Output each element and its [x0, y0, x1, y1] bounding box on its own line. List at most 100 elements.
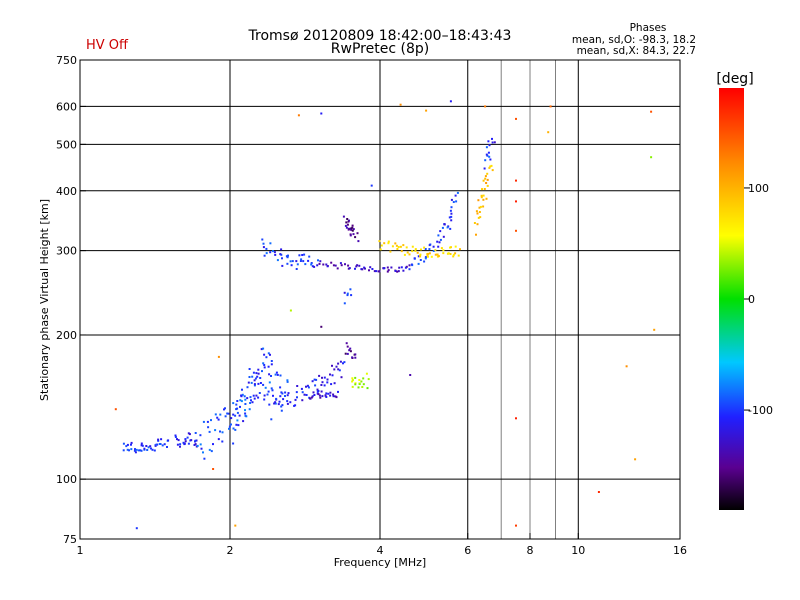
phase-point — [480, 194, 483, 197]
phase-point — [228, 427, 230, 430]
phase-point — [298, 254, 301, 257]
phase-point — [487, 140, 490, 143]
phase-point — [255, 394, 258, 397]
phase-point — [354, 382, 357, 385]
colorbar-label: [deg] — [716, 71, 753, 87]
phase-point — [442, 235, 445, 238]
phase-point — [358, 379, 361, 381]
colorbar-gradient — [719, 88, 744, 510]
phase-point — [263, 398, 266, 401]
phase-point — [449, 100, 452, 103]
phase-point — [481, 188, 483, 191]
y-tick-label: 750 — [56, 54, 77, 67]
phase-point — [477, 216, 480, 219]
phase-point — [452, 253, 455, 256]
phase-point — [303, 393, 306, 396]
phase-point — [625, 365, 628, 368]
phase-point — [271, 389, 274, 392]
phase-point — [314, 384, 317, 387]
phase-point — [249, 396, 252, 399]
phase-point — [326, 381, 329, 384]
phase-point — [219, 413, 222, 416]
phase-point — [489, 158, 492, 161]
phase-point — [270, 363, 273, 366]
phase-point — [441, 226, 444, 229]
phase-point — [252, 371, 255, 374]
phase-point — [313, 378, 316, 381]
phase-point — [296, 263, 299, 266]
phase-point — [484, 105, 487, 108]
phase-point — [335, 365, 338, 368]
phase-point — [234, 414, 237, 417]
phase-point — [356, 264, 359, 267]
phase-point — [488, 155, 491, 158]
phase-point — [634, 458, 637, 461]
phase-point — [350, 228, 353, 231]
phase-point — [360, 268, 363, 271]
phase-point — [149, 445, 152, 448]
phase-point — [419, 255, 422, 258]
phase-point — [360, 380, 363, 383]
phase-point — [137, 449, 140, 452]
stats-x: mean, sd,X: 84.3, 22.7 — [577, 45, 696, 57]
phase-point — [399, 245, 402, 248]
phase-point — [483, 167, 486, 170]
phase-point — [262, 347, 265, 350]
phase-point — [135, 448, 138, 451]
phase-point — [193, 444, 196, 446]
phase-point — [456, 191, 459, 194]
phase-point — [432, 250, 435, 252]
phase-point — [251, 375, 254, 378]
phase-point — [650, 110, 653, 113]
phase-point — [273, 251, 276, 254]
phase-point — [212, 443, 214, 446]
colorbar-tick-label: -100 — [748, 404, 773, 417]
phase-point — [342, 362, 344, 365]
phase-point — [343, 361, 346, 364]
phase-point — [253, 379, 256, 382]
phase-point — [161, 444, 164, 447]
phase-point — [477, 199, 480, 202]
phase-point — [515, 229, 517, 232]
phase-point — [386, 270, 389, 273]
phase-point — [295, 260, 298, 263]
phase-point — [240, 395, 243, 398]
phase-point — [409, 374, 412, 376]
phase-point — [345, 342, 348, 345]
phase-point — [135, 527, 138, 530]
phase-point — [485, 153, 488, 156]
phase-point — [252, 394, 255, 397]
phase-point — [349, 347, 352, 350]
phase-point — [281, 392, 284, 395]
phase-point — [475, 233, 477, 236]
phase-point — [450, 198, 453, 201]
phase-point — [448, 216, 451, 219]
phase-point — [358, 264, 361, 267]
phase-point — [235, 423, 238, 426]
phase-point — [140, 449, 143, 452]
phase-point — [478, 211, 481, 213]
phase-point — [305, 394, 308, 396]
phase-point — [437, 245, 440, 248]
phase-point — [417, 262, 420, 265]
phase-point — [244, 403, 247, 405]
phase-point — [217, 438, 220, 441]
phase-point — [310, 396, 313, 399]
phase-point — [248, 368, 251, 370]
phase-point — [122, 449, 125, 452]
phase-point — [488, 166, 491, 169]
phase-point — [311, 265, 314, 268]
phase-point — [325, 263, 328, 266]
phase-point — [141, 444, 144, 447]
x-tick-label: 6 — [464, 544, 471, 557]
phase-point — [221, 431, 224, 434]
phase-point — [275, 397, 278, 400]
phase-point — [476, 212, 479, 215]
phase-point — [280, 248, 283, 251]
phase-point — [406, 251, 409, 254]
phase-point — [282, 398, 285, 401]
phase-point — [184, 438, 187, 441]
phase-point — [349, 234, 352, 237]
phase-point — [294, 398, 297, 401]
phase-point — [145, 445, 148, 447]
